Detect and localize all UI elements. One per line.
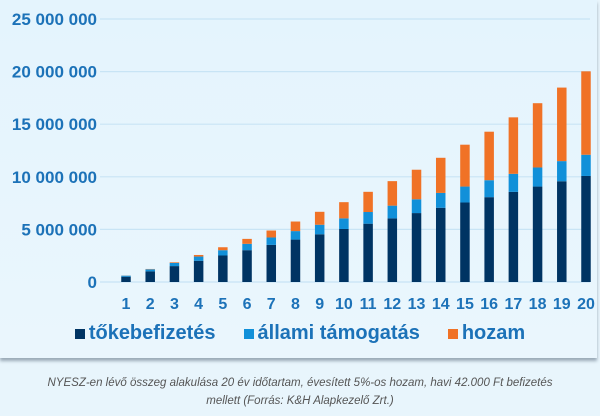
bar-segment [411,213,422,282]
bar-segment [339,202,349,219]
legend-label: hozam [461,322,526,344]
x-tick-label: 2 [146,296,155,313]
x-tick-label: 4 [194,296,203,313]
bar-segment [532,167,543,187]
bar-segment [363,223,373,282]
y-tick-label: 20 000 000 [12,63,97,82]
x-tick-label: 18 [529,296,547,313]
bar-segment [290,231,301,240]
bar-segment [484,180,494,198]
bar-segment [218,255,228,282]
legend-label: tőkebefizetés [88,322,216,344]
legend-swatch [243,328,254,339]
x-tick-label: 14 [432,296,450,313]
bar-segment [508,173,519,192]
bar-segment [387,205,398,219]
x-tick-label: 3 [170,296,179,313]
x-tick-label: 15 [456,296,474,313]
legend-swatch [74,328,85,339]
bar-segment [581,175,591,282]
x-tick-label: 11 [360,296,377,313]
bar-segment [193,260,204,282]
bar-segment [242,238,252,244]
bar-segment [387,218,398,282]
x-tick-label: 13 [408,296,426,313]
bar-segment [169,266,180,282]
legend-item-hozam: hozam [447,322,526,345]
bar-segment [460,202,470,282]
bar-segment [266,230,277,238]
legend-item-tokebefizetes: tőkebefizetés [74,322,216,345]
bar-segment [532,103,543,168]
bar-segment [145,271,155,282]
bar-segment [169,262,180,263]
bar-segment [121,275,131,277]
caption-line-2: mellett (Forrás: K&H Alapkezelő Zrt.) [206,395,394,407]
stacked-bar-chart: 0 5 000 000 10 000 000 15 000 000 20 000 000… [12,10,595,313]
caption-line-1: NYESZ-en lévő összeg alakulása 20 év idő… [47,377,553,389]
bar-segment [435,207,446,282]
bar-segment [484,197,494,282]
bar-segment [363,191,373,213]
bar-segment [508,117,519,174]
y-tick-label: 10 000 000 [12,168,97,187]
bar-segment [242,243,252,251]
bar-segment [557,87,567,162]
bar-segment [314,234,325,282]
bar-segment [532,186,543,282]
y-tick-label: 5 000 000 [21,220,97,239]
bar-segment [121,276,131,282]
bar-segment [193,254,204,257]
bar-segment [314,211,325,225]
bar-segment [290,221,301,232]
bar-segment [314,224,325,235]
x-tick-label: 8 [291,296,300,313]
bar-segment [557,161,567,182]
chart-panel: 0 5 000 000 10 000 000 15 000 000 20 000 000… [0,0,597,358]
caption: NYESZ-en lévő összeg alakulása 20 év idő… [20,374,580,410]
bar-segment [266,237,277,245]
x-tick-label: 6 [243,296,252,313]
x-tick-label: 20 [577,296,595,313]
bar-segment [557,181,567,282]
legend-item-allami-tamogatas: állami támogatás [243,322,420,345]
bar-segment [145,269,155,272]
bar-segment [290,239,301,282]
bar-segment [435,157,446,193]
y-tick-label: 25 000 000 [12,10,97,29]
bar-segment [193,256,204,261]
bar-segment [266,244,277,282]
bar-segment [242,250,252,282]
x-tick-label: 16 [480,296,498,313]
x-tick-label: 7 [267,296,276,313]
y-tick-label: 0 [88,273,97,292]
bar-segment [435,192,446,208]
x-tick-label: 10 [335,296,353,313]
bar-segment [387,181,398,206]
bar-segment [411,199,422,214]
bar-segment [411,169,422,200]
x-tick-label: 19 [553,296,571,313]
bar-segment [218,250,228,256]
x-tick-label: 12 [383,296,401,313]
bar-segment [581,71,591,155]
bar-segment [169,262,180,267]
bar-segment [363,212,373,224]
legend-label: állami támogatás [257,322,420,344]
y-tick-label: 15 000 000 [12,115,97,134]
bar-segment [508,191,519,282]
x-tick-label: 5 [218,296,227,313]
x-tick-label: 1 [122,296,131,313]
legend-swatch [447,328,458,339]
bar-segment [218,247,228,251]
bar-segment [339,218,349,229]
bar-segment [581,154,591,176]
bar-segment [339,228,349,282]
bar-segment [460,186,470,203]
x-tick-label: 9 [315,296,324,313]
legend: tőkebefizetés állami támogatás hozam [0,322,600,345]
bar-segment [484,131,494,181]
bar-segment [460,144,470,187]
x-tick-label: 17 [504,296,522,313]
